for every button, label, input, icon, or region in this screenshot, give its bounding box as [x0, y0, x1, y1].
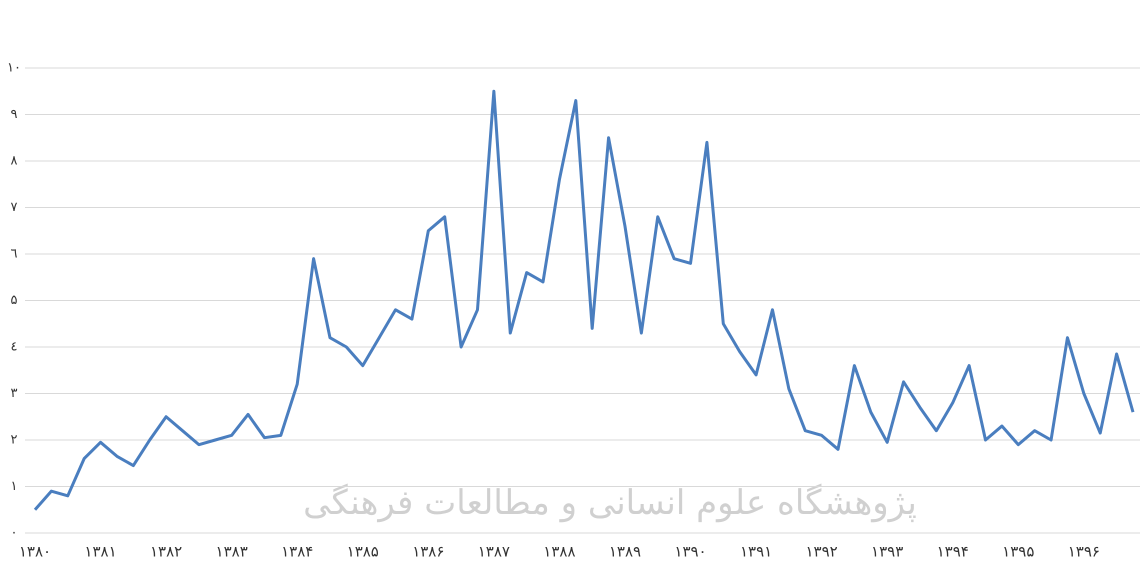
- x-tick-label: ۱۳۹۶: [1068, 543, 1100, 561]
- x-tick-label: ۱۳۸۲: [150, 543, 182, 561]
- y-tick-label: ٦: [11, 247, 18, 262]
- x-tick-label: ۱۳۸۵: [347, 543, 379, 561]
- y-tick-label: ۱: [11, 479, 18, 494]
- x-tick-label: ۱۳۸۴: [281, 543, 313, 561]
- x-tick-label: ۱۳۸۱: [84, 543, 116, 561]
- y-tick-label: ۰: [11, 526, 18, 541]
- watermark: پژوهشگاه علوم انسانی و مطالعات فرهنگی: [303, 483, 917, 523]
- x-tick-label: ۱۳۹۳: [871, 543, 903, 561]
- y-tick-label: ۲: [11, 433, 18, 448]
- x-tick-label: ۱۳۸۸: [543, 543, 575, 561]
- x-tick-label: ۱۳۸۹: [609, 543, 641, 561]
- plot: ۰ ۱ ۲ ۳ ٤ ۵ ٦ ۷ ۸ ۹ ۱۰ ۱۳۸۰ ۱۳۸۱ ۱۳۸۲ ۱۳۸۳ ۱۳۸۴ ۱۳۸۵ ۱۳۸۶…: [7, 61, 1140, 561]
- y-tick-label: ۷: [11, 200, 18, 215]
- y-tick-label: ۳: [11, 386, 18, 401]
- data-line: [33, 89, 1135, 511]
- y-tick-label: ۱۰: [7, 61, 21, 76]
- y-tick-label: ۵: [11, 293, 18, 308]
- x-tick-label: ۱۳۹۵: [1002, 543, 1034, 561]
- x-tick-label: ۱۳۸۰: [19, 543, 51, 561]
- x-tick-label: ۱۳۹۴: [937, 543, 969, 561]
- x-tick-label: ۱۳۸۶: [412, 543, 444, 561]
- x-tick-label: ۱۳۹۱: [740, 543, 772, 561]
- y-tick-label: ۸: [11, 154, 18, 169]
- y-tick-label: ٤: [11, 340, 18, 355]
- x-tick-label: ۱۳۹۲: [806, 543, 838, 561]
- x-tick-label: ۱۳۸۳: [216, 543, 248, 561]
- x-tick-label: ۱۳۸۷: [478, 543, 510, 561]
- y-tick-label: ۹: [11, 107, 18, 122]
- x-tick-label: ۱۳۹۰: [674, 543, 706, 561]
